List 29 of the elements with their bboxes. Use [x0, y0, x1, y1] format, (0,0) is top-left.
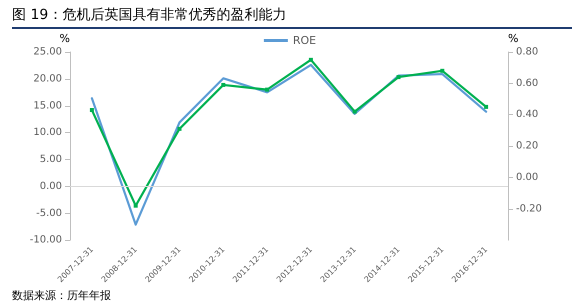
y-tick-label: 20.00	[33, 73, 62, 84]
y2-tick-label: -0.20	[516, 203, 542, 214]
y-tick-label: -5.00	[36, 208, 62, 219]
y-axis-title: %	[60, 32, 70, 45]
point	[90, 108, 94, 112]
y-tick-label: 10.00	[33, 127, 62, 138]
y2-tick-label: 0.00	[516, 172, 538, 183]
point	[396, 75, 400, 80]
y2-axis-title: %	[508, 32, 518, 45]
point	[352, 110, 357, 114]
y-tick-label: 25.00	[33, 46, 62, 58]
legend-label: ROE	[292, 34, 316, 47]
y-tick-label: 5.00	[40, 154, 62, 166]
source-note: 数据来源：历年年报	[12, 288, 111, 303]
point	[308, 58, 313, 62]
point	[440, 68, 444, 73]
y-tick-label: -10.00	[30, 234, 62, 246]
point	[265, 88, 270, 92]
y2-tick-label: 0.20	[516, 140, 538, 152]
chart-title: 图 19：危机后英国具有非常优秀的盈利能力	[12, 6, 286, 24]
point	[484, 104, 488, 109]
point	[221, 82, 226, 87]
y2-tick-label: 0.80	[516, 46, 538, 58]
y-tick-label: 0.00	[40, 180, 62, 192]
point	[178, 126, 182, 131]
y-tick-label: 15.00	[33, 100, 62, 112]
point	[134, 204, 138, 208]
y2-tick-label: 0.40	[516, 109, 538, 120]
y2-tick-label: 0.60	[516, 78, 538, 89]
